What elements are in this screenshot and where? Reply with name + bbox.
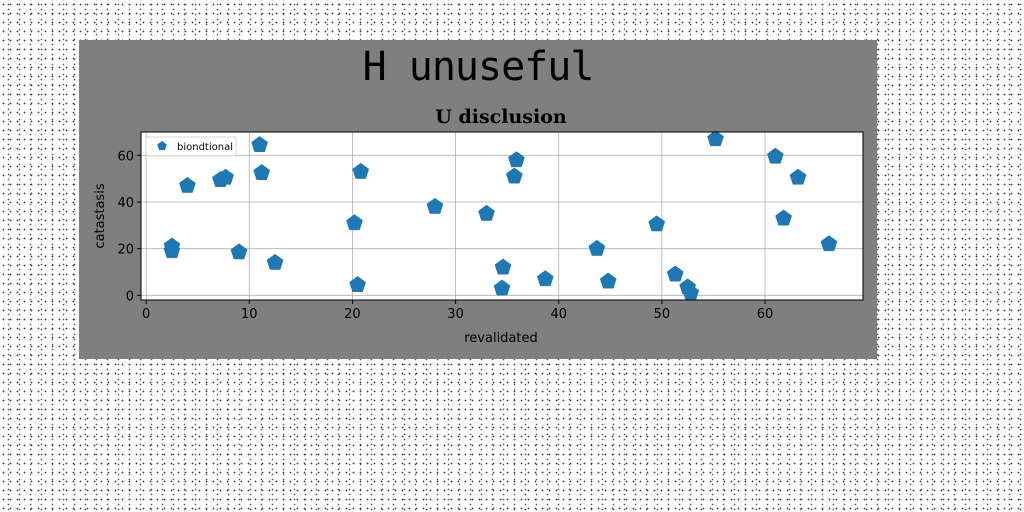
legend-marker — [157, 141, 167, 151]
scatter-point — [588, 239, 606, 256]
scatter-point — [599, 272, 617, 289]
axis-ticks: 0 10 20 30 40 50 60 0 20 40 60 — [117, 149, 773, 322]
x-axis-label: revalidated — [464, 331, 538, 346]
scatter-point — [217, 168, 234, 185]
x-tick-label: 20 — [344, 307, 361, 322]
scatter-point — [494, 258, 512, 275]
scatter-point — [508, 151, 525, 168]
y-tick-label: 60 — [117, 149, 134, 164]
y-axis-label: catastasis — [93, 183, 108, 248]
scatter-point — [707, 130, 724, 147]
scatter-point — [251, 136, 268, 152]
chart-title: U disclusion — [435, 106, 567, 128]
scatter-point — [253, 164, 271, 180]
legend-box — [145, 136, 237, 157]
scatter-point — [478, 204, 495, 221]
plot-frame — [140, 131, 864, 301]
scatter-point — [766, 147, 784, 164]
scatter-point — [266, 253, 284, 270]
scatter-point — [789, 168, 807, 185]
y-tick-label: 0 — [126, 289, 134, 304]
x-tick-label: 60 — [757, 307, 774, 322]
scatter-point — [648, 215, 666, 232]
legend: biondtional — [145, 136, 237, 157]
x-tick-label: 10 — [241, 307, 258, 322]
scatter-point — [666, 265, 684, 282]
scatter-point — [163, 242, 181, 259]
scatter-point — [349, 276, 366, 292]
scatter-point — [426, 197, 444, 214]
scatter-point — [493, 279, 511, 296]
y-tick-label: 20 — [117, 243, 134, 258]
x-tick-label: 50 — [654, 307, 671, 322]
scatter-point — [775, 209, 792, 226]
scatter-point — [230, 243, 248, 260]
scatter-point — [346, 214, 363, 231]
legend-label: biondtional — [177, 142, 233, 153]
x-tick-label: 40 — [550, 307, 567, 322]
scatter-point — [820, 235, 838, 252]
figure-panel: H unuseful U disclusion 0 10 20 30 40 50 60 0 20… — [79, 40, 877, 359]
scatter-point — [179, 176, 196, 193]
scatter-chart: U disclusion 0 10 20 30 40 50 60 0 20 40 60 revali… — [93, 106, 864, 346]
legend-marker-shape — [157, 141, 167, 151]
x-tick-label: 30 — [447, 307, 464, 322]
y-tick-label: 40 — [117, 196, 134, 211]
scatter-point — [352, 162, 370, 179]
data-points — [163, 130, 838, 301]
scatter-point — [505, 167, 523, 184]
figure-suptitle: H unuseful — [362, 44, 595, 90]
x-tick-label: 0 — [142, 307, 150, 322]
scatter-point — [536, 270, 554, 287]
